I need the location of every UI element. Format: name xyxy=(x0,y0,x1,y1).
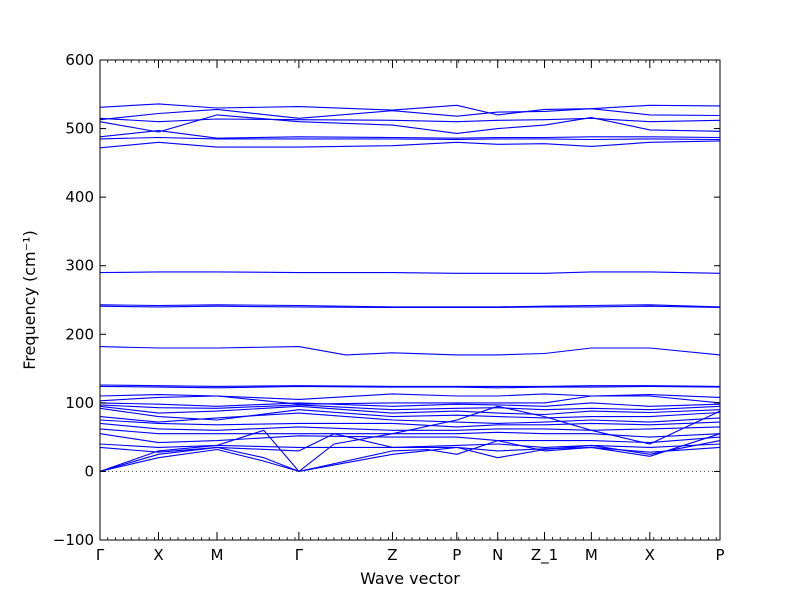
band-line-3 xyxy=(99,117,721,123)
band-line-1 xyxy=(99,103,721,116)
x-axis-title: Wave vector xyxy=(360,569,460,588)
y-tick-label: 500 xyxy=(65,120,94,138)
band-line-18 xyxy=(99,405,721,416)
y-tick-label: 400 xyxy=(65,188,94,206)
band-line-7 xyxy=(99,140,721,149)
band-line-25 xyxy=(99,443,721,448)
band-line-11 xyxy=(99,346,721,356)
x-tick-label: M xyxy=(211,546,224,564)
x-tick-label: M xyxy=(585,546,598,564)
band-line-5 xyxy=(99,130,721,139)
x-tick-label: Γ xyxy=(96,546,105,564)
y-tick-label: 0 xyxy=(84,462,94,480)
band-line-20 xyxy=(99,412,721,424)
band-line-29 xyxy=(99,405,721,472)
x-tick-label: Γ xyxy=(295,546,304,564)
band-line-9 xyxy=(99,304,721,308)
band-line-16 xyxy=(99,402,721,407)
band-line-17 xyxy=(99,404,721,411)
y-tick-label: 600 xyxy=(65,51,94,69)
band-line-21 xyxy=(99,419,721,428)
band-line-12 xyxy=(99,384,721,387)
band-line-2 xyxy=(99,108,721,121)
band-line-28 xyxy=(99,440,721,472)
band-line-27 xyxy=(99,433,721,472)
x-tick-label: Z_1 xyxy=(531,546,558,565)
x-tick-label: P xyxy=(452,546,461,564)
y-tick-label: 200 xyxy=(65,325,94,343)
band-line-22 xyxy=(99,422,721,431)
band-line-6 xyxy=(99,136,721,141)
band-line-10 xyxy=(99,305,721,309)
y-axis-title: Frequency (cm⁻¹) xyxy=(20,230,39,369)
x-tick-label: X xyxy=(645,546,655,564)
band-line-15 xyxy=(99,395,721,405)
series-layer xyxy=(99,103,721,472)
x-tick-label: N xyxy=(492,546,503,564)
band-line-24 xyxy=(99,433,721,444)
y-tick-label: 300 xyxy=(65,257,94,275)
band-line-4 xyxy=(99,114,721,134)
band-line-13 xyxy=(99,385,721,389)
x-tick-label: X xyxy=(153,546,163,564)
y-axis-ticks: −100 0 100 200 300 400 500 600 xyxy=(53,51,720,549)
y-tick-label: 100 xyxy=(65,394,94,412)
plot-frame xyxy=(99,59,721,541)
band-line-8 xyxy=(99,271,721,274)
y-tick-label: −100 xyxy=(53,531,94,549)
x-tick-label: Z xyxy=(387,546,397,564)
x-tick-label: P xyxy=(715,546,724,564)
